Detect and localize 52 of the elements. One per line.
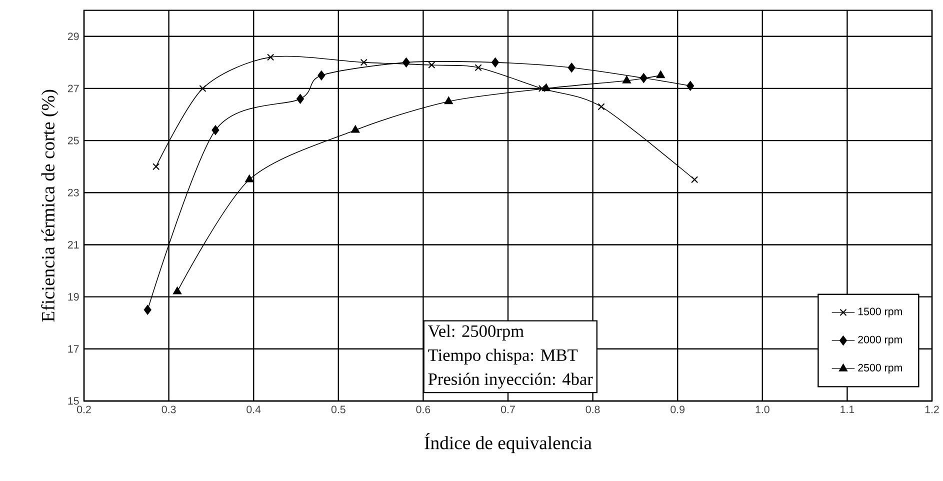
x-tick-label: 1.1 [840, 406, 854, 414]
annotation: Tiempo chispa: MBT [428, 348, 578, 365]
point [199, 84, 206, 92]
point [351, 125, 360, 133]
point [245, 174, 254, 182]
point [212, 125, 220, 135]
annotation: Presión inyección: 4bar [428, 372, 593, 389]
point [318, 70, 326, 80]
y-tick-label: 19 [68, 293, 79, 301]
x-tick-label: 0.5 [331, 406, 346, 414]
x-tick-label: 0.6 [416, 406, 430, 414]
point [360, 58, 368, 66]
x-tick-label: 1.2 [925, 406, 939, 414]
annotation: Vel: 2500rpm [428, 324, 524, 341]
point [538, 84, 546, 92]
point [144, 305, 152, 315]
x-tick-label: 0.8 [586, 406, 600, 414]
x-axis-title: Índice de equivalencia [424, 433, 592, 454]
point [622, 76, 631, 84]
y-tick-label: 23 [68, 188, 79, 196]
y-tick-label: 25 [68, 136, 79, 144]
y-tick-label: 29 [68, 32, 79, 40]
y-tick-label: 21 [68, 241, 79, 248]
legend-label: 2500 rpm [858, 364, 902, 374]
point [296, 94, 304, 104]
point [568, 62, 576, 72]
x-tick-label: 0.3 [162, 406, 176, 414]
point [598, 103, 605, 110]
point [691, 176, 698, 184]
point [542, 84, 550, 92]
point [267, 54, 274, 61]
point [640, 73, 648, 83]
x-tick-label: 0.2 [77, 406, 91, 414]
x-tick-label: 0.7 [501, 406, 515, 414]
point [402, 58, 410, 68]
point [444, 96, 453, 104]
y-axis-title: Eficiencia térmica de corte (%) [41, 90, 58, 322]
x-tick-label: 0.4 [246, 406, 261, 414]
x-tick-label: 0.9 [670, 406, 684, 414]
point [428, 61, 436, 69]
y-tick-label: 27 [68, 84, 79, 92]
point [656, 70, 665, 78]
point [686, 81, 694, 91]
legend-label: 1500 rpm [858, 308, 902, 318]
legend-label: 2000 rpm [858, 336, 902, 346]
y-tick-label: 15 [68, 397, 79, 405]
point [152, 163, 160, 170]
point [173, 286, 182, 294]
point [492, 58, 500, 68]
x-tick-label: 1.0 [756, 406, 770, 414]
y-tick-label: 17 [68, 345, 79, 353]
point [474, 64, 482, 72]
